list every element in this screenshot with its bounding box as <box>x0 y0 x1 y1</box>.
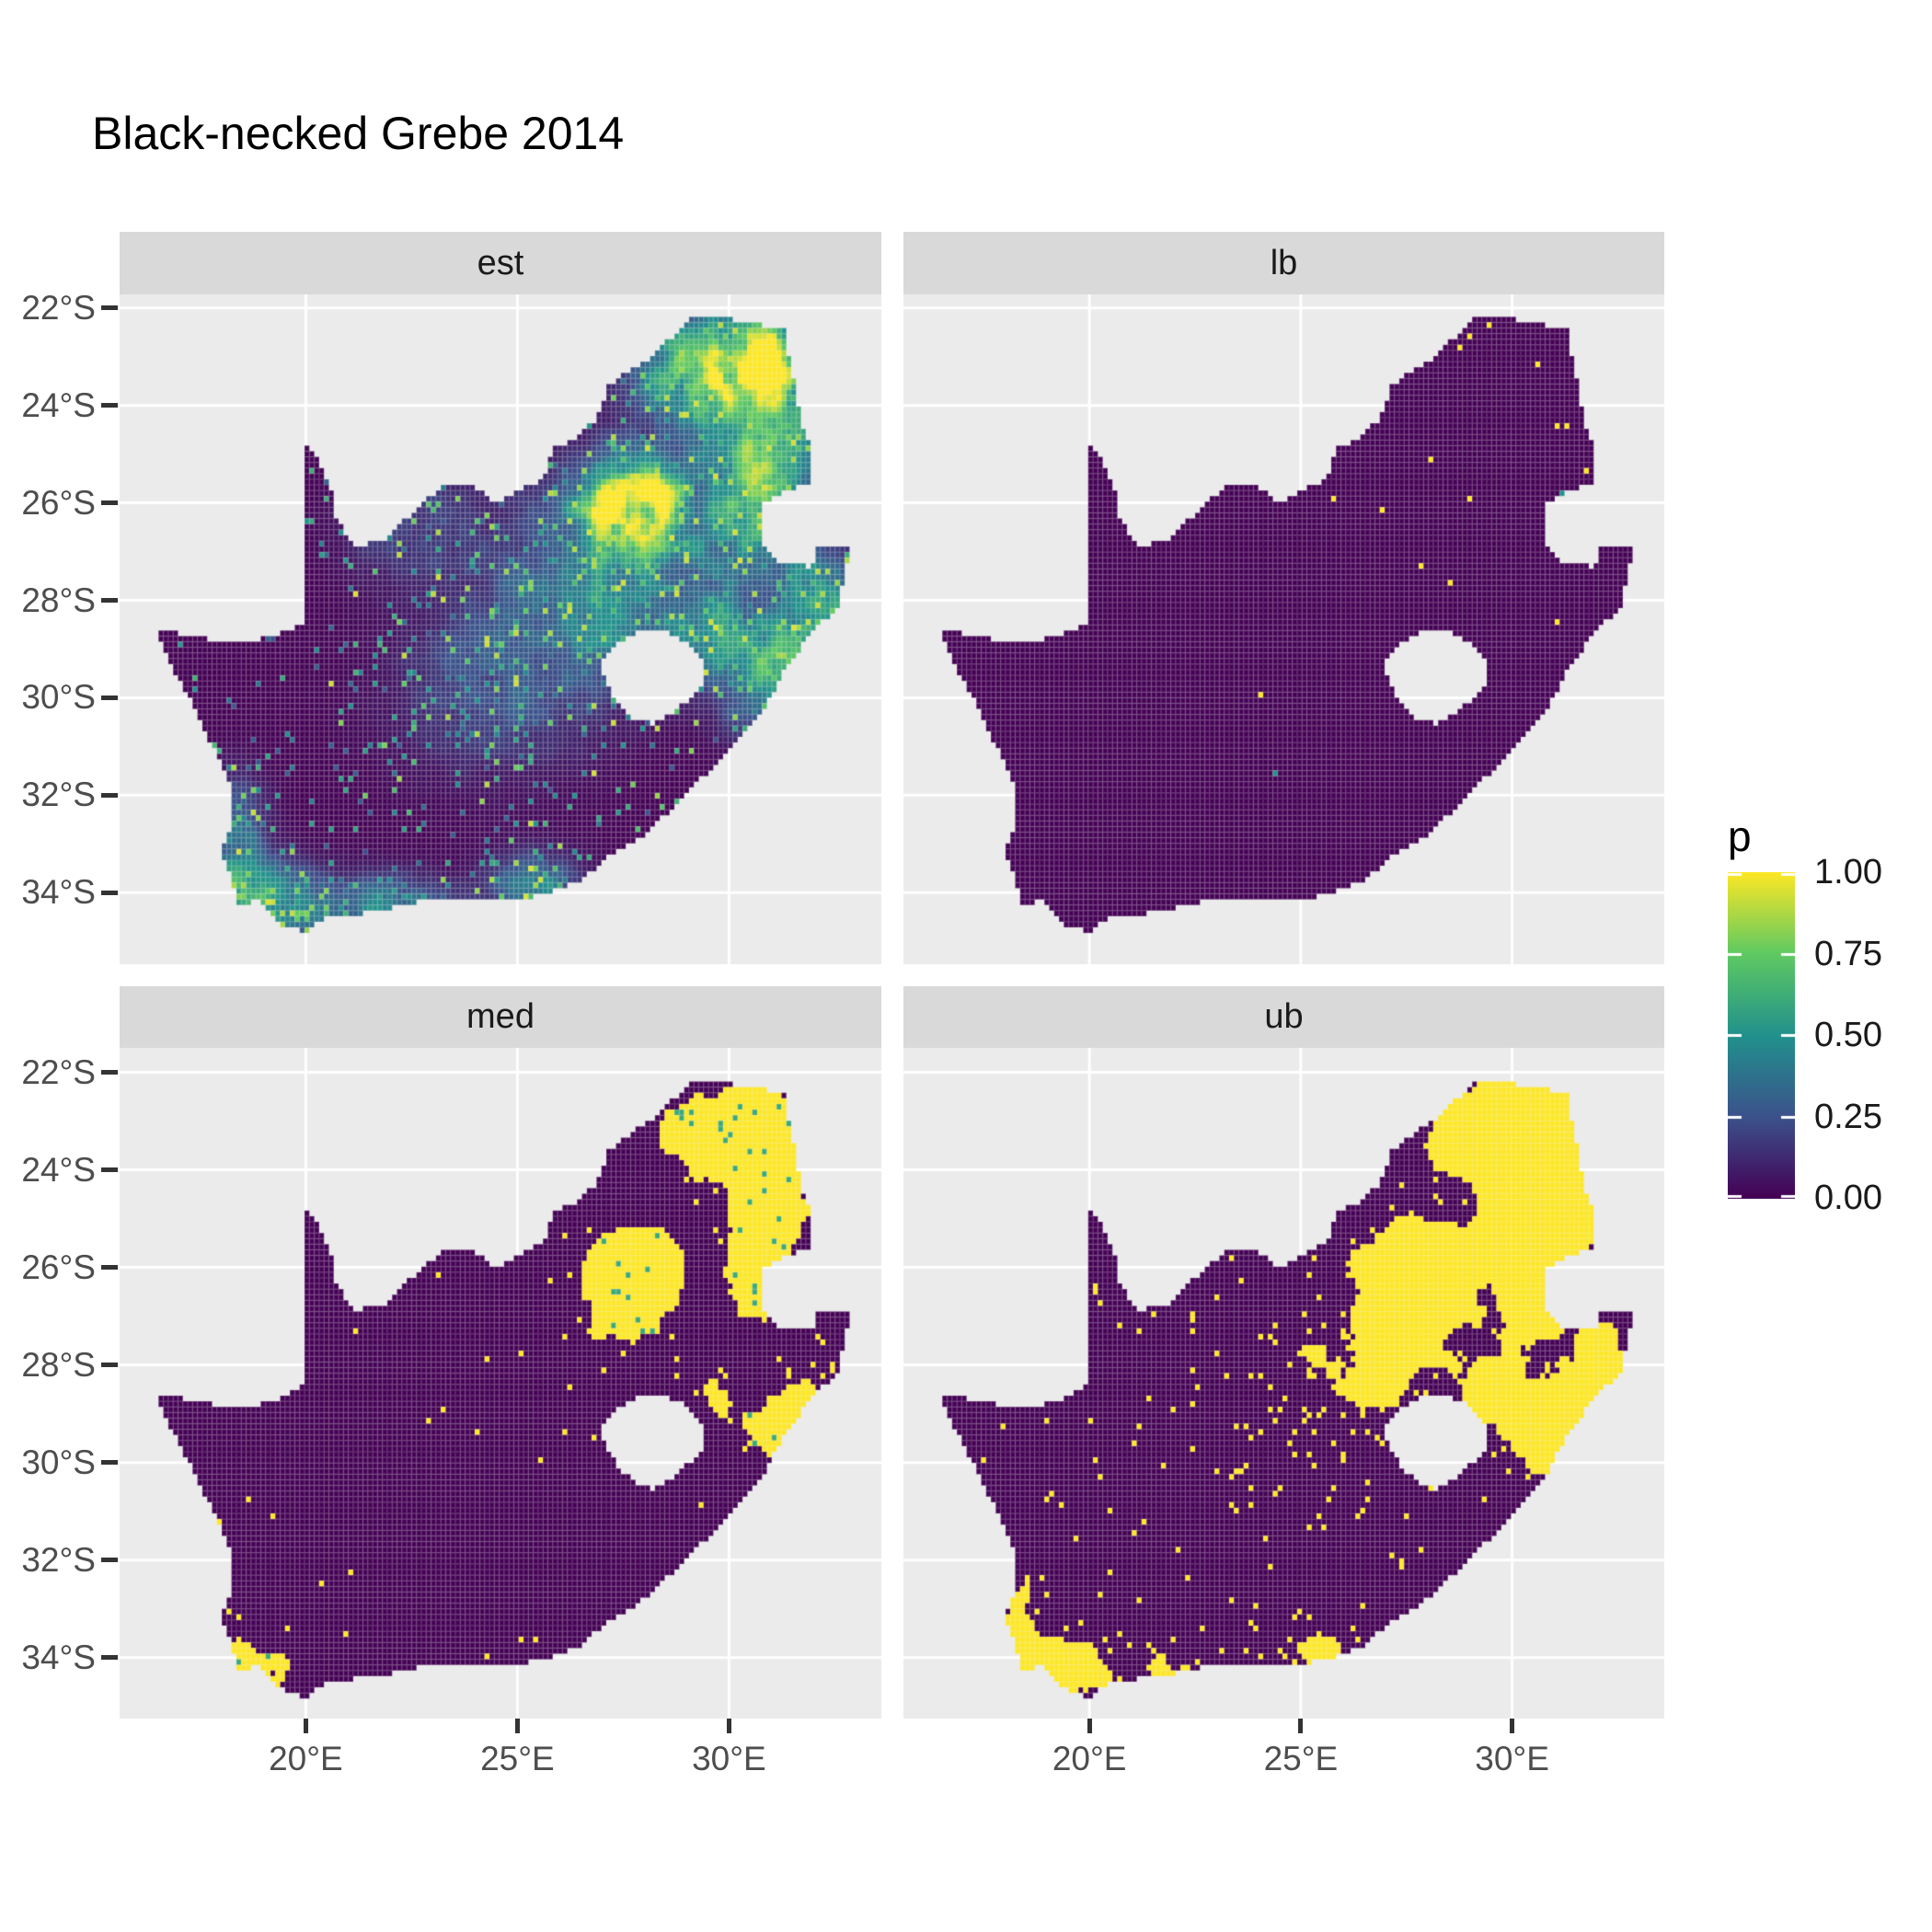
y-axis-tick-label: 34°S <box>21 873 96 912</box>
x-axis-tick-label: 25°E <box>1263 1740 1339 1777</box>
y-axis-tick-label: 32°S <box>21 776 96 814</box>
facet-strip-med: med <box>120 986 881 1048</box>
y-axis-tick-label: 24°S <box>21 1150 96 1189</box>
map-panel-med <box>120 1048 881 1719</box>
x-axis-tick-mark <box>1510 1719 1515 1733</box>
x-axis-tick-mark <box>1298 1719 1304 1733</box>
y-axis-tick-mark <box>101 598 118 603</box>
y-axis-tick-mark <box>101 890 118 895</box>
facet-strip-label: lb <box>1270 243 1298 282</box>
y-axis-tick-mark <box>101 305 118 311</box>
y-axis-tick-label: 30°S <box>21 1443 96 1481</box>
x-axis-tick-label: 20°E <box>1052 1740 1127 1777</box>
legend-tick-label: 0.00 <box>1814 1179 1882 1217</box>
map-panel-est <box>120 294 881 964</box>
facet-strip-label: ub <box>1264 997 1304 1036</box>
chart-title: Black-necked Grebe 2014 <box>92 108 625 159</box>
y-axis-tick-label: 28°S <box>21 1345 96 1384</box>
facet-strip-ub: ub <box>903 986 1664 1048</box>
y-axis-tick-mark <box>101 403 118 408</box>
legend-tick-label: 0.75 <box>1814 934 1882 973</box>
x-axis-tick-label: 25°E <box>480 1740 555 1777</box>
y-axis-tick-mark <box>101 792 118 798</box>
y-axis-tick-label: 34°S <box>21 1638 96 1676</box>
x-axis-tick-mark <box>726 1719 731 1733</box>
y-axis-tick-mark <box>101 1460 118 1466</box>
y-axis-tick-mark <box>101 1265 118 1271</box>
y-axis-tick-mark <box>101 1655 118 1661</box>
y-axis-tick-mark <box>101 695 118 700</box>
facet-strip-label: est <box>477 243 524 282</box>
y-axis-tick-label: 24°S <box>21 385 96 424</box>
y-axis-tick-mark <box>101 500 118 506</box>
y-axis-tick-label: 26°S <box>21 483 96 522</box>
y-axis-tick-label: 22°S <box>21 1052 96 1091</box>
x-axis-tick-label: 20°E <box>269 1740 343 1777</box>
legend-tick-label: 0.25 <box>1814 1097 1882 1136</box>
legend-tick-label: 0.50 <box>1814 1016 1882 1054</box>
legend-title: p <box>1728 812 1752 860</box>
x-axis-tick-label: 30°E <box>1475 1740 1549 1777</box>
map-panel-ub <box>903 1048 1664 1719</box>
y-axis-tick-label: 32°S <box>21 1540 96 1579</box>
facet-strip-lb: lb <box>903 232 1664 294</box>
y-axis-tick-mark <box>101 1363 118 1368</box>
legend-tick-label: 1.00 <box>1814 853 1882 891</box>
y-axis-tick-mark <box>101 1070 118 1075</box>
y-axis-tick-mark <box>101 1558 118 1563</box>
legend-colorbar <box>1728 872 1795 1199</box>
y-axis-tick-label: 28°S <box>21 581 96 619</box>
y-axis-tick-label: 22°S <box>21 288 96 327</box>
facet-strip-label: med <box>466 997 535 1036</box>
x-axis-tick-mark <box>1087 1719 1092 1733</box>
facet-strip-est: est <box>120 232 881 294</box>
x-axis-tick-mark <box>303 1719 308 1733</box>
x-axis-tick-mark <box>514 1719 520 1733</box>
y-axis-tick-label: 26°S <box>21 1248 96 1286</box>
x-axis-tick-label: 30°E <box>692 1740 766 1777</box>
map-panel-lb <box>903 294 1664 964</box>
y-axis-tick-mark <box>101 1167 118 1172</box>
y-axis-tick-label: 30°S <box>21 678 96 717</box>
